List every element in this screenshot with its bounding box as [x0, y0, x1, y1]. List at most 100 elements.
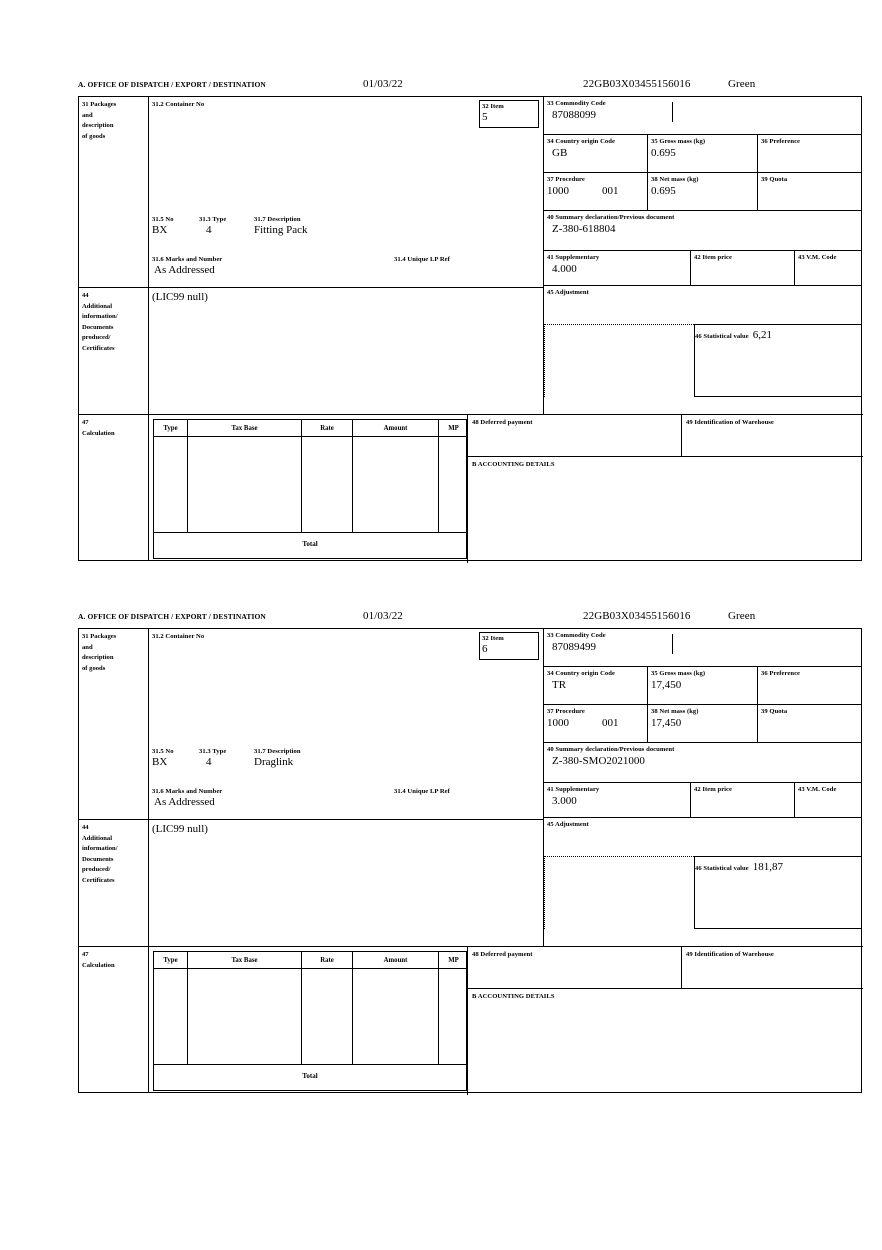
calculation-table-body — [154, 969, 466, 1065]
box-33-divider — [672, 102, 673, 122]
box-41-supplementary: 41 Supplementary 4.000 — [544, 251, 691, 286]
box-42-item-price: 42 Item price — [691, 251, 795, 286]
sheet-header: A. OFFICE OF DISPATCH / EXPORT / DESTINA… — [78, 78, 862, 96]
header-lane-status: Green — [728, 78, 756, 90]
box-41-value: 4.000 — [552, 263, 577, 275]
box-33-commodity-code: 33 Commodity Code 87089499 — [544, 629, 861, 667]
box-33-commodity-code: 33 Commodity Code 87088099 — [544, 97, 861, 135]
box-33-label: 33 Commodity Code — [547, 632, 606, 639]
cell-tax-base — [188, 969, 302, 1064]
box-49-label: 49 Identification of Warehouse — [686, 419, 774, 426]
box-31-7-description-label: 31.7 Description — [254, 216, 301, 223]
box-41-label: 41 Supplementary — [547, 786, 600, 793]
calculation-total-row: Total — [154, 533, 466, 556]
calculation-table-body — [154, 437, 466, 533]
box-33-label: 33 Commodity Code — [547, 100, 606, 107]
box-33-value: 87088099 — [552, 109, 596, 121]
box-37-procedure: 37 Procedure 1000 001 — [544, 173, 648, 211]
box-37-label: 37 Procedure — [547, 708, 585, 715]
box-31-5-no-label: 31.5 No — [152, 216, 174, 223]
box-41-label: 41 Supplementary — [547, 254, 600, 261]
box-34-country-origin: 34 Country origin Code GB — [544, 135, 648, 173]
box-35-label: 35 Gross mass (kg) — [651, 670, 706, 677]
box-31-2-container-no-label: 31.2 Container No — [152, 633, 205, 640]
box-36-preference: 36 Preference — [758, 135, 861, 173]
box-37-additional-value: 001 — [602, 717, 619, 729]
column-header-tax-base: Tax Base — [188, 420, 302, 436]
box-37-procedure: 37 Procedure 1000 001 — [544, 705, 648, 743]
box-45-adjustment: 45 Adjustment — [544, 818, 861, 856]
box-44-additional-information: (LIC99 null) — [149, 287, 544, 414]
calculation-total-label: Total — [302, 540, 318, 548]
box-36-label: 36 Preference — [761, 670, 801, 677]
calculation-table-header: Type Tax Base Rate Amount MP — [154, 952, 466, 969]
box-31-3-type-label: 31.3 Type — [199, 748, 227, 755]
header-office-label: A. OFFICE OF DISPATCH / EXPORT / DESTINA… — [78, 612, 266, 621]
box-49-warehouse-identification: 49 Identification of Warehouse — [681, 415, 863, 457]
box-36-label: 36 Preference — [761, 138, 801, 145]
box-47-calculation: Type Tax Base Rate Amount MP Total — [149, 946, 863, 1095]
header-date: 01/03/22 — [363, 78, 403, 90]
box-31-5-no-value: BX — [152, 756, 168, 768]
box-34-label: 34 Country origin Code — [547, 138, 615, 145]
box-35-value: 0.695 — [651, 147, 676, 159]
box-b-accounting-details: B ACCOUNTING DETAILS — [467, 457, 863, 563]
calculation-total-row: Total — [154, 1065, 466, 1088]
box-34-value: TR — [552, 679, 567, 691]
box-41-value: 3.000 — [552, 795, 577, 807]
box-31-3-type-value: 4 — [206, 756, 212, 768]
header-date: 01/03/22 — [363, 610, 403, 622]
box-34-label: 34 Country origin Code — [547, 670, 615, 677]
box-46-statistical-value: 46 Statistical value 6,21 — [694, 324, 861, 397]
box-44-additional-information: (LIC99 null) — [149, 819, 544, 946]
header-mrn: 22GB03X03455156016 — [583, 78, 691, 90]
cell-type — [154, 969, 188, 1064]
box-31-4-lp-ref-label: 31.4 Unique LP Ref — [394, 256, 450, 263]
box-31-4-lp-ref-label: 31.4 Unique LP Ref — [394, 788, 450, 795]
box-36-preference: 36 Preference — [758, 667, 861, 705]
box-48-label: 48 Deferred payment — [472, 951, 533, 958]
right-boxes-column: 33 Commodity Code 87089499 34 Country or… — [544, 629, 861, 1092]
box-45-adjustment: 45 Adjustment — [544, 286, 861, 324]
box-32-label: 32 Item — [482, 635, 504, 642]
box-35-gross-mass: 35 Gross mass (kg) 17,450 — [648, 667, 758, 705]
box-38-value: 17,450 — [651, 717, 682, 729]
box-31-6-marks-label: 31.6 Marks and Number — [152, 256, 223, 263]
box-37-value: 1000 — [547, 717, 569, 729]
box-31-packages: 31.2 Container No 31.5 No 31.3 Type 31.7… — [149, 97, 544, 287]
box-49-label: 49 Identification of Warehouse — [686, 951, 774, 958]
box-43-vm-code: 43 V.M. Code — [795, 783, 861, 818]
box-43-label: 43 V.M. Code — [798, 786, 837, 793]
box-39-quota: 39 Quota — [758, 705, 861, 743]
box-b-accounting-details: B ACCOUNTING DETAILS — [467, 989, 863, 1095]
box-35-gross-mass: 35 Gross mass (kg) 0.695 — [648, 135, 758, 173]
box-34-country-origin: 34 Country origin Code TR — [544, 667, 648, 705]
box-46-label: 46 Statistical value — [695, 865, 749, 872]
box-44-value: (LIC99 null) — [152, 823, 208, 835]
box-31-7-description-value: Fitting Pack — [254, 224, 308, 236]
box-42-item-price: 42 Item price — [691, 783, 795, 818]
box-32-item: 32 Item 5 — [479, 100, 539, 128]
box-40-label: 40 Summary declaration/Previous document — [547, 746, 675, 753]
box-39-label: 39 Quota — [761, 708, 788, 715]
column-header-type: Type — [154, 952, 188, 968]
box-31-7-description-value: Draglink — [254, 756, 294, 768]
column-header-amount: Amount — [353, 420, 439, 436]
legend-column: 31 Packages and description of goods 44 … — [79, 629, 149, 1092]
box-31-5-no-label: 31.5 No — [152, 748, 174, 755]
box-43-label: 43 V.M. Code — [798, 254, 837, 261]
box-38-net-mass: 38 Net mass (kg) 0.695 — [648, 173, 758, 211]
box-33-value: 87089499 — [552, 641, 596, 653]
header-lane-status: Green — [728, 610, 756, 622]
box-48-deferred-payment: 48 Deferred payment — [467, 947, 681, 989]
right-boxes-column: 33 Commodity Code 87088099 34 Country or… — [544, 97, 861, 560]
cell-tax-base — [188, 437, 302, 532]
cell-amount — [353, 437, 439, 532]
calculation-table: Type Tax Base Rate Amount MP Total — [153, 419, 467, 559]
box-40-label: 40 Summary declaration/Previous document — [547, 214, 675, 221]
box-40-summary-declaration: 40 Summary declaration/Previous document… — [544, 211, 861, 251]
box-45-dotted-region — [544, 856, 694, 929]
box-38-value: 0.695 — [651, 185, 676, 197]
cell-rate — [302, 969, 353, 1064]
box-31-packages: 31.2 Container No 31.5 No 31.3 Type 31.7… — [149, 629, 544, 819]
